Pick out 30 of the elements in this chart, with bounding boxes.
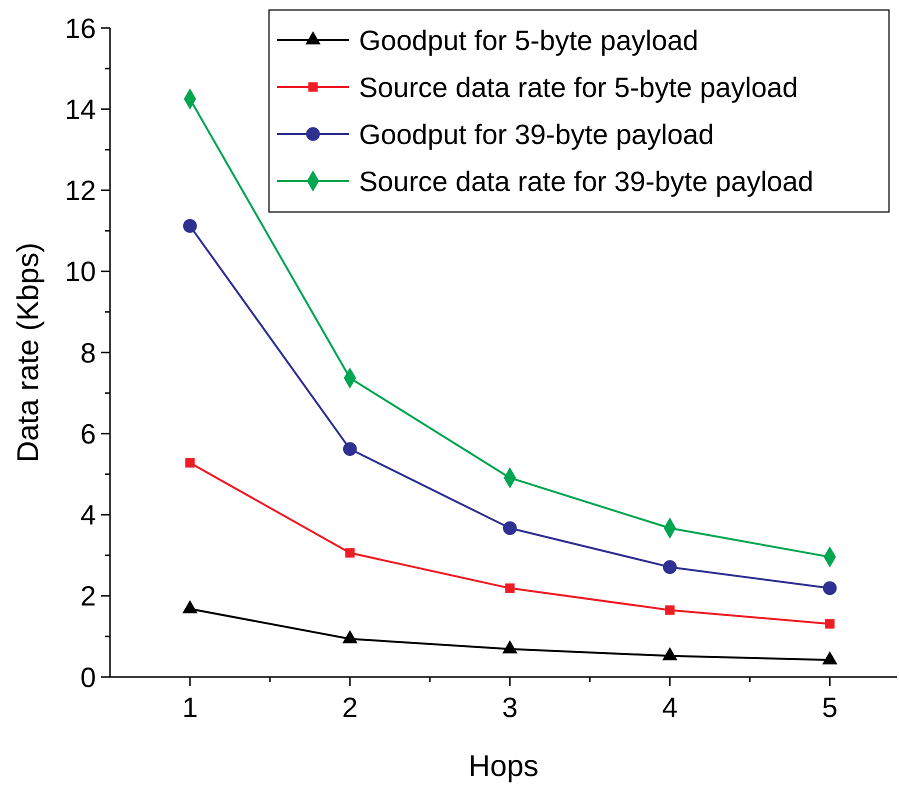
legend-label: Goodput for 39-byte payload	[359, 118, 714, 150]
point	[825, 619, 835, 629]
y-tick-label: 12	[64, 175, 96, 206]
x-tick-label: 3	[502, 692, 518, 723]
y-tick-label: 16	[64, 12, 96, 44]
x-tick-label: 1	[182, 692, 198, 723]
point	[343, 442, 357, 456]
point	[183, 219, 197, 233]
x-axis-title: Hops	[468, 750, 539, 783]
y-axis-title: Data rate (Kbps)	[12, 242, 45, 463]
y-tick-label: 2	[80, 580, 96, 612]
point	[502, 521, 517, 536]
y-tick-label: 14	[64, 94, 96, 125]
point	[185, 458, 195, 468]
point	[665, 605, 675, 615]
point	[662, 560, 677, 574]
y-tick-label: 10	[64, 256, 96, 288]
y-tick-label: 4	[80, 500, 96, 531]
point	[345, 548, 355, 558]
legend-label: Source data rate for 5-byte payload	[359, 72, 798, 103]
legend-label: Source data rate for 39-byte payload	[359, 166, 814, 197]
x-tick-label: 4	[662, 692, 678, 723]
x-tick-label: 2	[342, 692, 358, 723]
point	[505, 583, 515, 593]
y-tick-label: 6	[80, 418, 96, 450]
legend-label: Goodput for 5-byte payload	[359, 24, 698, 56]
point	[822, 581, 837, 596]
y-tick-label: 0	[80, 662, 96, 693]
y-tick-label: 8	[80, 337, 96, 368]
x-tick-label: 5	[822, 692, 838, 723]
